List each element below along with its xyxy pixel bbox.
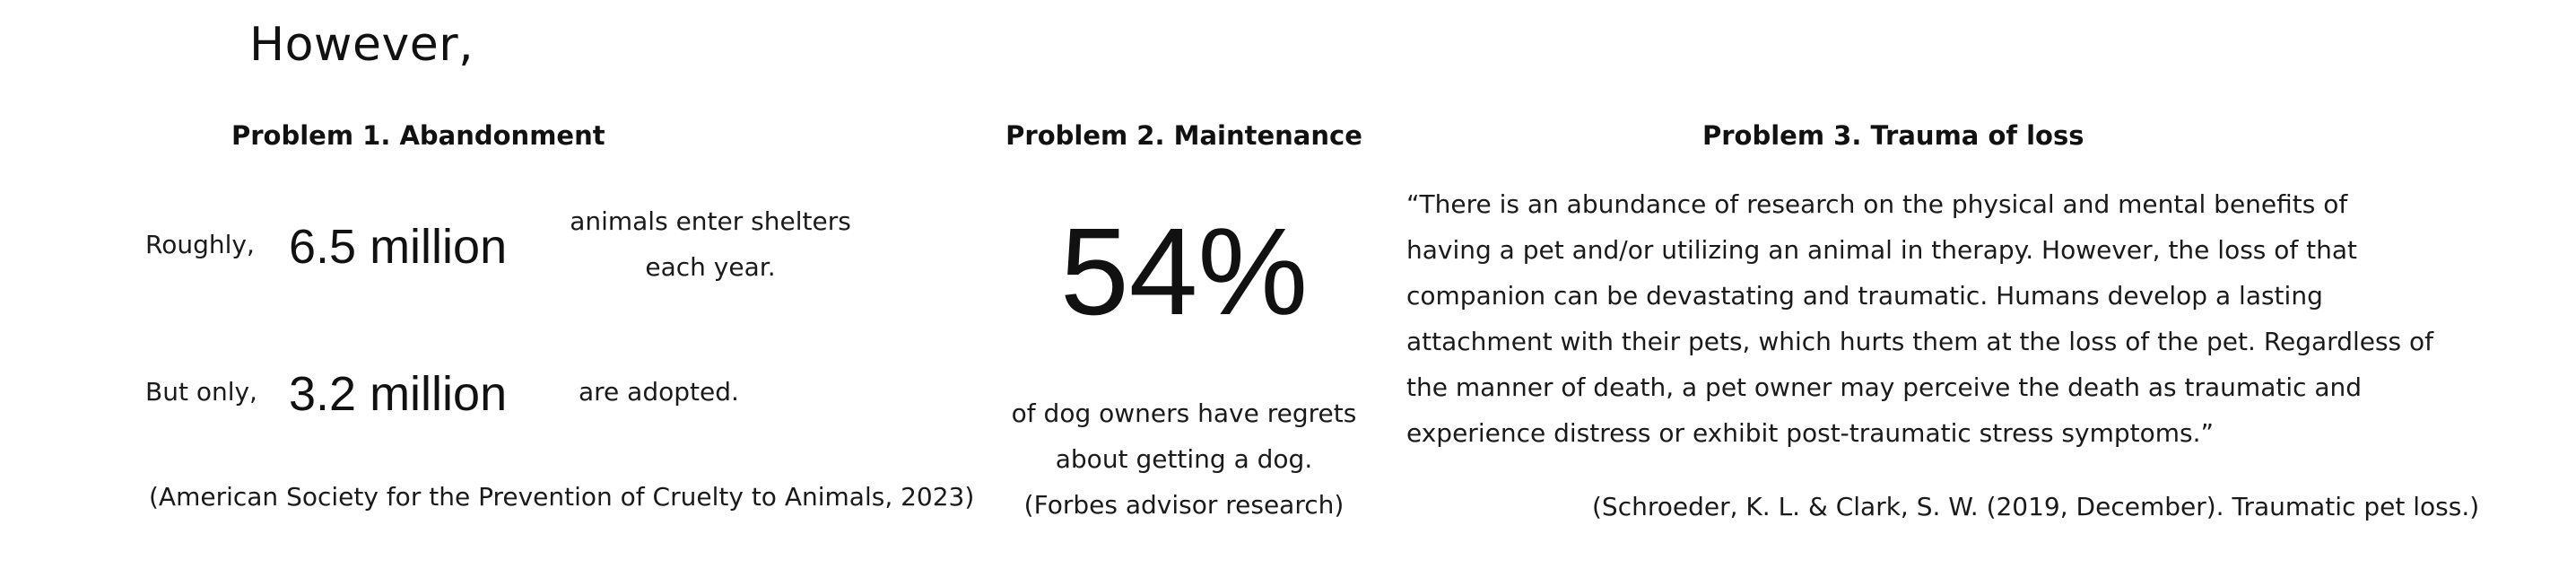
row-2-suffix: are adopted. [579,377,739,407]
quote-line: the manner of death, a pet owner may per… [1406,372,2363,402]
row-2-prefix: But only, [145,377,257,407]
problem-3-quote: “There is an abundance of research on th… [1406,181,2433,456]
quote-line: having a pet and/or utilizing an animal … [1406,235,2358,265]
row-1-value: 6.5 million [289,220,508,274]
problem-2-citation: (Forbes advisor research) [1023,490,1345,520]
problem-3-citation: (Schroeder, K. L. & Clark, S. W. (2019, … [1592,492,2480,521]
row-1-prefix: Roughly, [145,230,255,259]
problem-1-citation: (American Society for the Prevention of … [149,482,975,512]
row-1-suffix-line-1: animals enter shelters [570,206,851,236]
page-heading: However, [249,18,474,72]
row-1-suffix-line-2: each year. [645,252,776,282]
quote-line: companion can be devastating and traumat… [1406,281,2323,311]
problem-2-title: Problem 2. Maintenance [1005,120,1362,151]
quote-line: attachment with their pets, which hurts … [1406,327,2434,356]
row-2-value: 3.2 million [289,367,508,421]
quote-line: “There is an abundance of research on th… [1406,189,2348,219]
problem-2-desc-line-1: of dog owners have regrets [1011,398,1357,428]
problem-1-title: Problem 1. Abandonment [231,120,605,151]
problem-2-desc-line-2: about getting a dog. [1055,444,1313,474]
quote-line: experience distress or exhibit post-trau… [1406,418,2215,448]
problem-3-title: Problem 3. Trauma of loss [1702,120,2084,151]
problem-2-stat: 54% [1059,203,1309,341]
